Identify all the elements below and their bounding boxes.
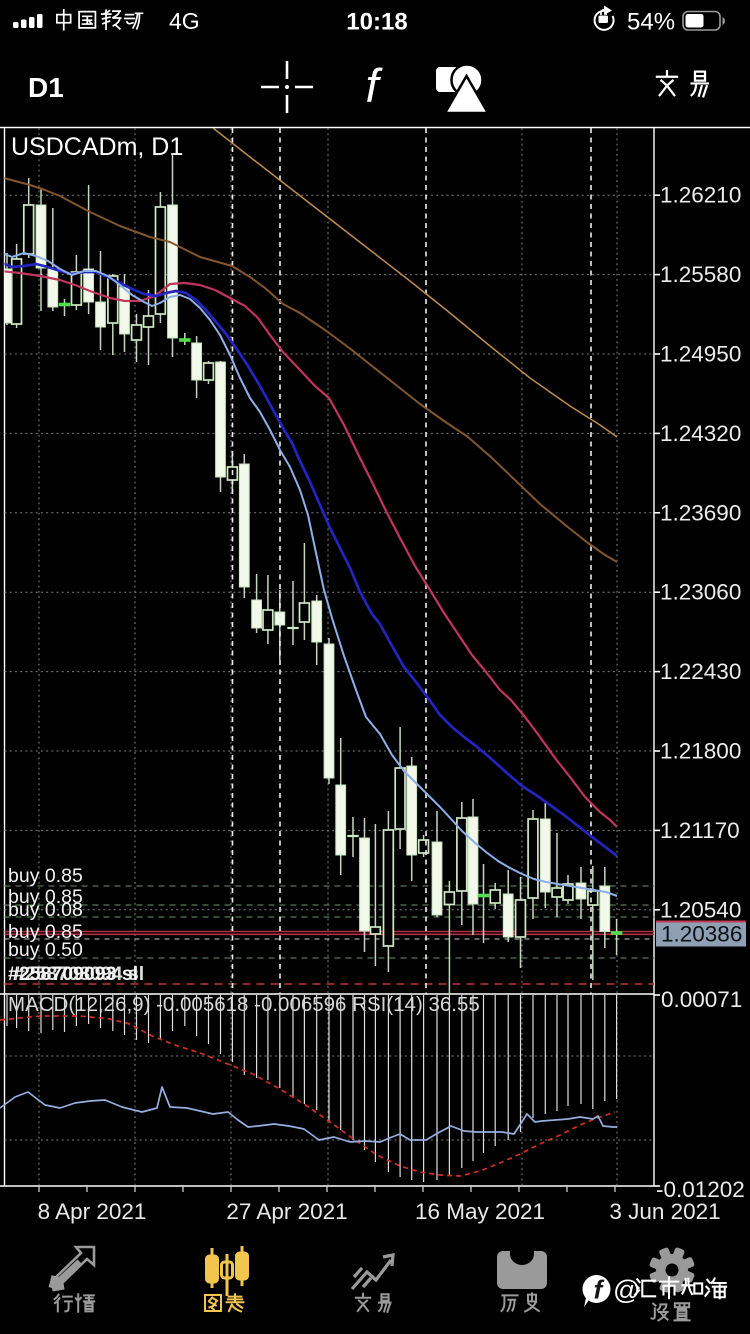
svg-text:#258709093 sl: #258709093 sl (8, 963, 138, 985)
svg-text:D1: D1 (28, 72, 64, 103)
svg-text:8 Apr 2021: 8 Apr 2021 (38, 1199, 147, 1224)
svg-text:1.23060: 1.23060 (660, 580, 741, 605)
svg-text:-0.01202: -0.01202 (656, 1177, 745, 1202)
svg-text:1.20386: 1.20386 (661, 922, 742, 947)
svg-text:USDCADm, D1: USDCADm, D1 (11, 133, 183, 161)
svg-text:1.22430: 1.22430 (660, 659, 741, 684)
svg-text:1.21170: 1.21170 (660, 818, 740, 843)
svg-text:0.00071: 0.00071 (661, 987, 742, 1012)
svg-text:3 Jun 2021: 3 Jun 2021 (609, 1199, 720, 1224)
svg-text:16 May 2021: 16 May 2021 (415, 1199, 545, 1224)
svg-text:1.21800: 1.21800 (660, 739, 741, 764)
svg-text:MACD(12,26,9) -0.005618 -0.006: MACD(12,26,9) -0.005618 -0.006596 RSI(14… (8, 993, 480, 1016)
svg-text:f: f (594, 1275, 605, 1305)
svg-text:#258708094 sl: #258708094 sl (14, 963, 144, 985)
svg-text:buy 0.85: buy 0.85 (8, 921, 83, 943)
svg-text:1.25580: 1.25580 (660, 262, 741, 287)
svg-text:@: @ (613, 1275, 640, 1305)
svg-text:10:18: 10:18 (346, 9, 407, 36)
svg-text:4G: 4G (169, 8, 200, 34)
svg-text:1.24950: 1.24950 (660, 342, 741, 367)
svg-text:buy 0.50: buy 0.50 (8, 939, 83, 961)
svg-text:1.26210: 1.26210 (660, 183, 741, 208)
svg-text:buy 0.85: buy 0.85 (8, 886, 83, 908)
svg-text:1.23690: 1.23690 (660, 500, 741, 525)
svg-text:buy 0.85: buy 0.85 (8, 865, 83, 887)
svg-text:buy 0.08: buy 0.08 (8, 899, 83, 921)
svg-text:54%: 54% (627, 9, 675, 36)
svg-text:27 Apr 2021: 27 Apr 2021 (226, 1199, 347, 1224)
svg-text:1.24320: 1.24320 (660, 421, 741, 446)
svg-text:1.20540: 1.20540 (660, 897, 741, 922)
